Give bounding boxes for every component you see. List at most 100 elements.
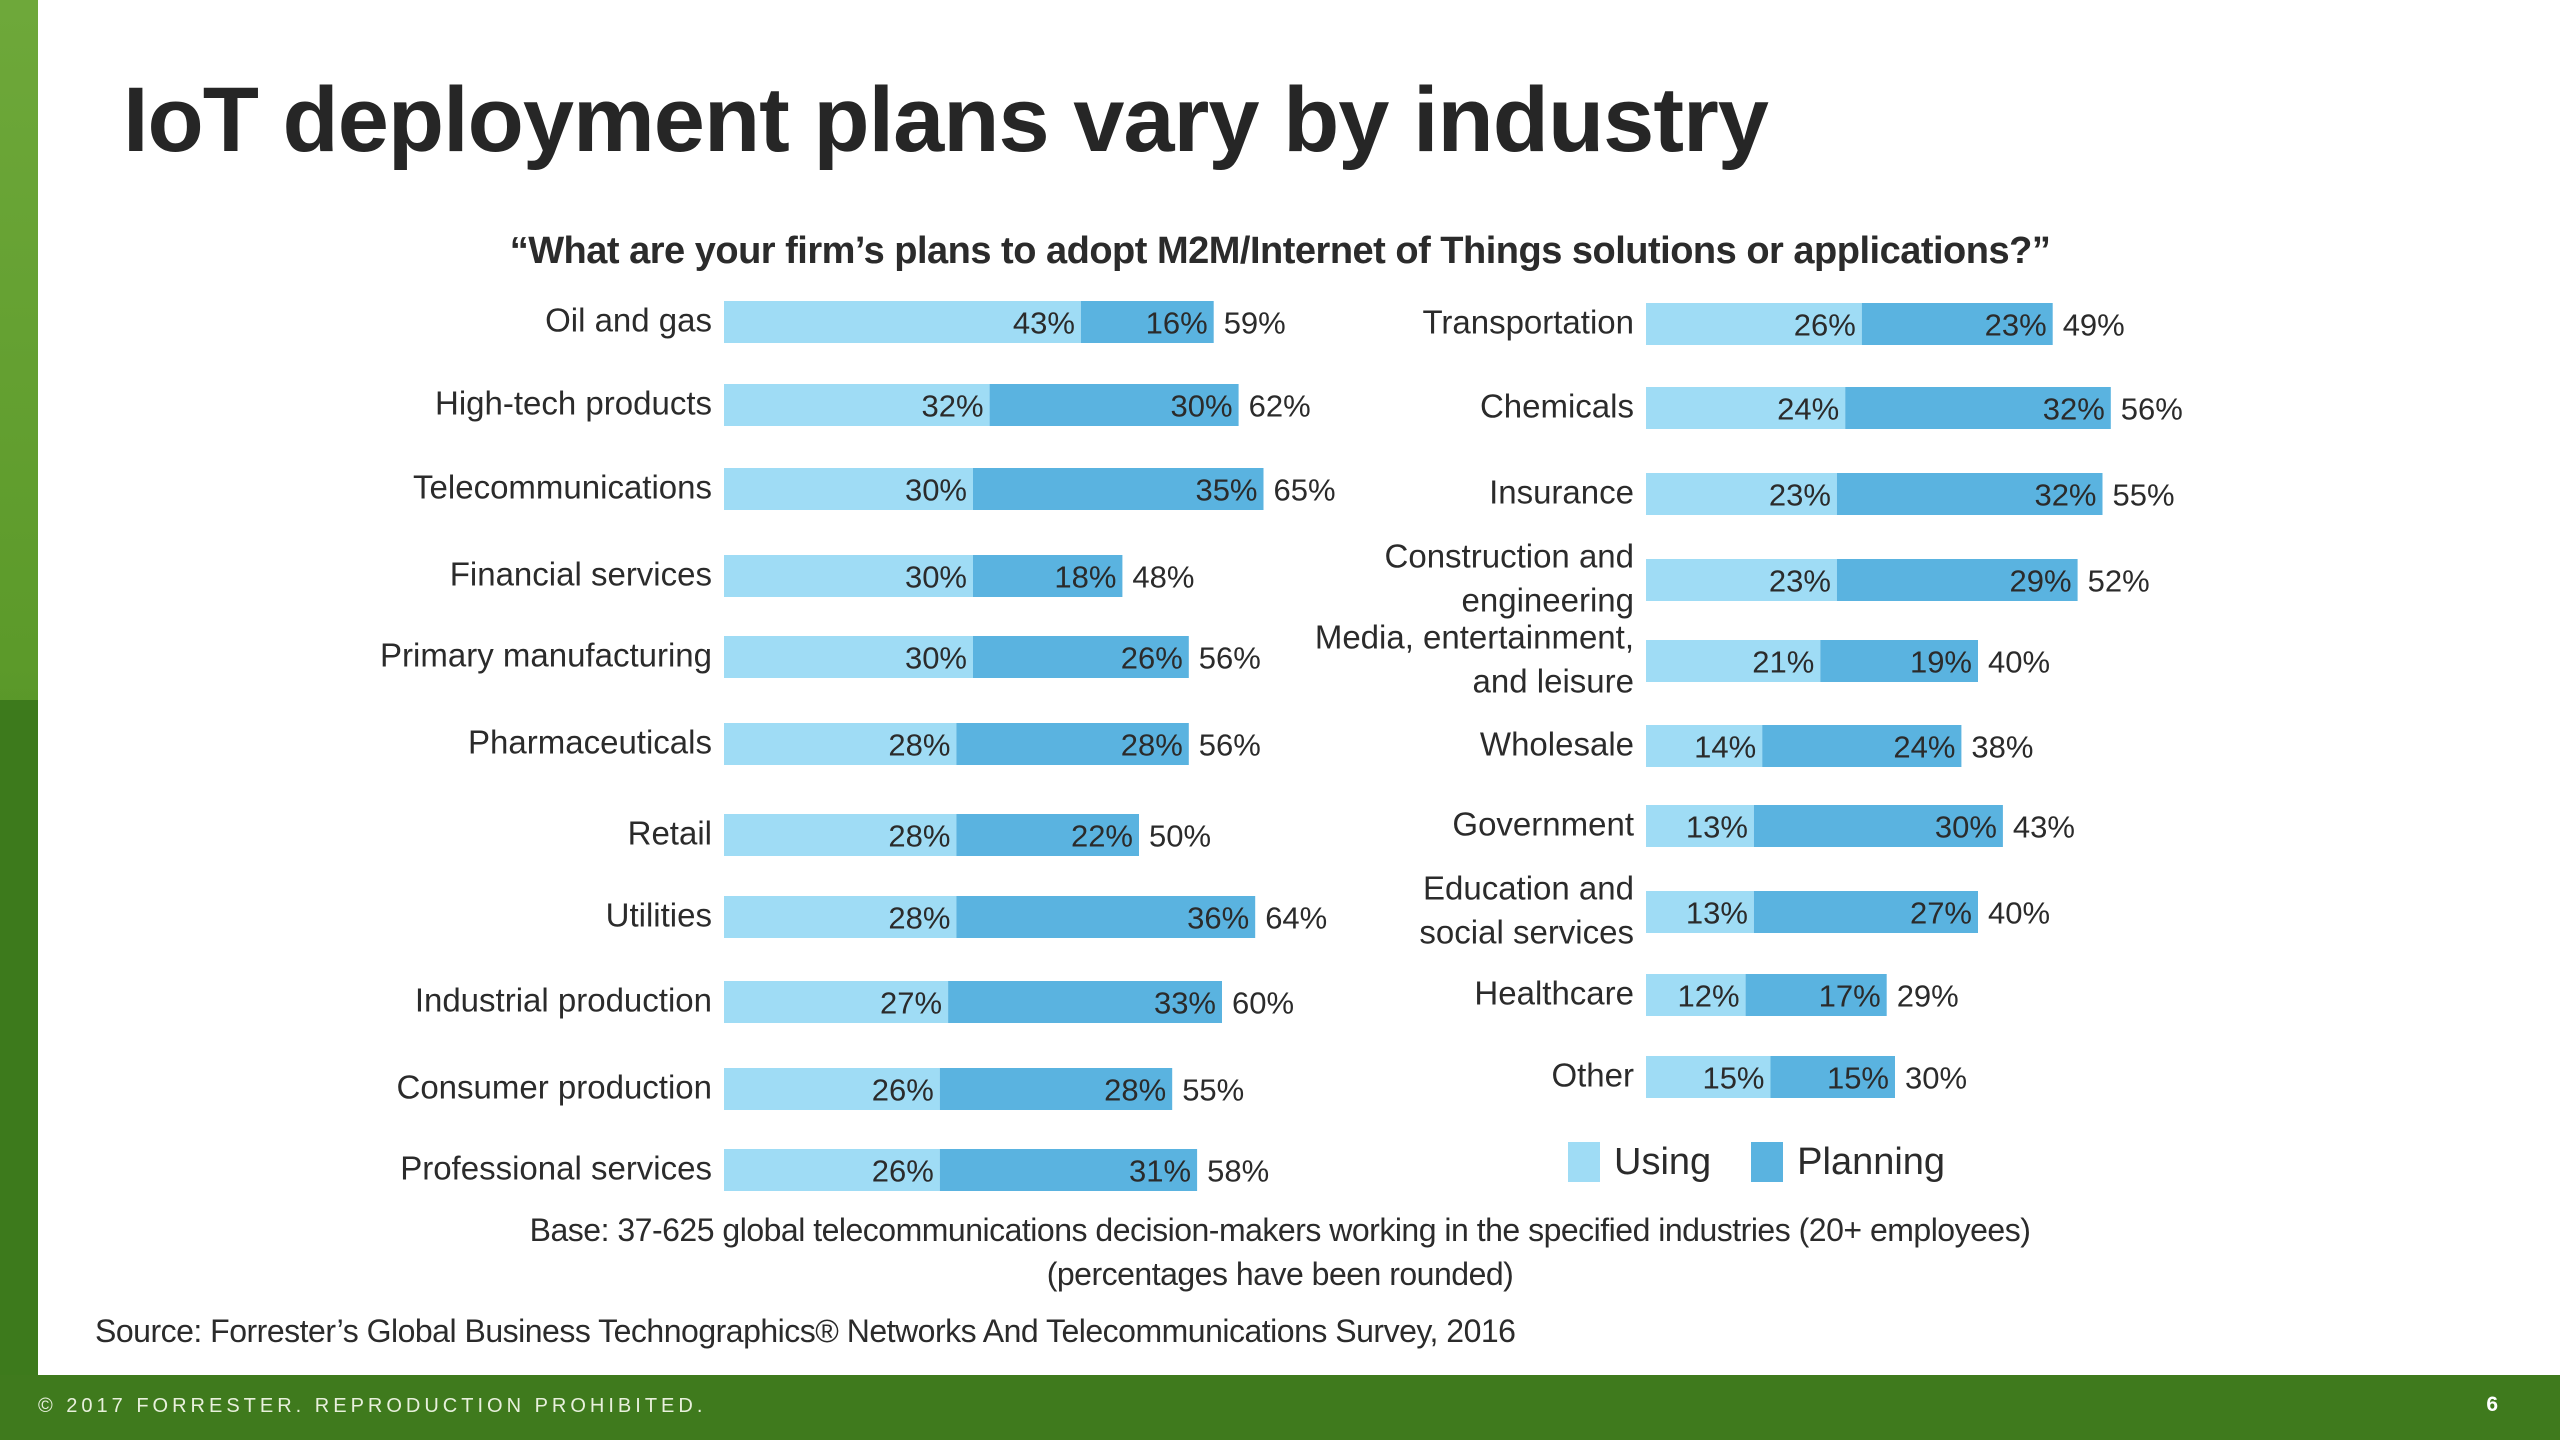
value-label-using: 26% <box>1794 308 1856 343</box>
bar-using <box>724 814 957 856</box>
category-label: Utilities <box>606 897 712 934</box>
value-label-using: 32% <box>922 389 984 424</box>
slide-title: IoT deployment plans vary by industry <box>123 69 1769 171</box>
category-label: High-tech products <box>435 385 712 422</box>
category-label: and leisure <box>1473 663 1634 700</box>
value-label-planning: 30% <box>1171 389 1233 424</box>
bar-planning <box>989 384 1239 426</box>
bar-planning <box>1845 387 2111 429</box>
value-label-using: 23% <box>1769 564 1831 599</box>
value-label-planning: 22% <box>1071 819 1133 854</box>
value-label-planning: 26% <box>1121 641 1183 676</box>
category-label: Other <box>1551 1057 1634 1094</box>
base-note-line-2: (percentages have been rounded) <box>1046 1256 1514 1292</box>
category-label: Professional services <box>400 1150 712 1187</box>
value-label-using: 43% <box>1013 306 1075 341</box>
value-label-total: 60% <box>1232 986 1294 1021</box>
bar-using <box>724 301 1081 343</box>
bar-using <box>724 723 957 765</box>
category-label: Pharmaceuticals <box>468 724 712 761</box>
value-label-total: 43% <box>2013 810 2075 845</box>
bar-planning <box>1836 473 2103 515</box>
bar-planning <box>1820 640 1978 682</box>
value-label-using: 27% <box>880 986 942 1021</box>
value-label-total: 56% <box>1199 728 1261 763</box>
value-label-using: 28% <box>888 819 950 854</box>
value-label-using: 13% <box>1686 810 1748 845</box>
bar-planning <box>1753 805 2003 847</box>
legend-swatch-planning <box>1751 1142 1784 1182</box>
value-label-using: 12% <box>1678 979 1740 1014</box>
chart-legend: Using Planning <box>1568 1140 1985 1184</box>
value-label-using: 30% <box>905 473 967 508</box>
bar-planning <box>1745 974 1887 1016</box>
value-label-total: 30% <box>1905 1061 1967 1096</box>
bar-using <box>1646 473 1837 515</box>
bar-planning <box>948 981 1222 1023</box>
bar-planning <box>1770 1056 1895 1098</box>
category-label: Retail <box>628 815 712 852</box>
value-label-planning: 32% <box>2043 392 2105 427</box>
bar-using <box>1646 640 1821 682</box>
value-label-total: 62% <box>1249 389 1311 424</box>
category-label: Industrial production <box>415 982 712 1019</box>
bar-planning <box>939 1149 1198 1191</box>
value-label-planning: 27% <box>1910 896 1972 931</box>
category-label: Financial services <box>450 556 712 593</box>
bar-planning <box>1861 303 2053 345</box>
survey-question: “What are your firm’s plans to adopt M2M… <box>509 230 2051 272</box>
bar-using <box>724 384 990 426</box>
bar-using <box>724 981 949 1023</box>
value-label-planning: 28% <box>1121 728 1183 763</box>
value-label-total: 40% <box>1988 896 2050 931</box>
value-label-planning: 33% <box>1154 986 1216 1021</box>
bar-using <box>1646 725 1763 767</box>
legend-item-using: Using <box>1568 1141 1711 1184</box>
category-label: Healthcare <box>1474 975 1634 1012</box>
bar-planning <box>956 723 1189 765</box>
value-label-using: 13% <box>1686 896 1748 931</box>
value-label-using: 30% <box>905 641 967 676</box>
bar-planning <box>1753 891 1978 933</box>
value-label-total: 65% <box>1274 473 1336 508</box>
value-label-planning: 35% <box>1195 473 1257 508</box>
page-number: 6 <box>2486 1393 2498 1416</box>
base-note-line-1: Base: 37-625 global telecommunications d… <box>529 1212 2031 1248</box>
category-label: Government <box>1452 806 1634 843</box>
value-label-total: 55% <box>1182 1073 1244 1108</box>
bar-using <box>1646 387 1846 429</box>
value-label-total: 56% <box>2121 392 2183 427</box>
value-label-total: 59% <box>1224 306 1286 341</box>
value-label-planning: 32% <box>2034 478 2096 513</box>
category-label: Telecommunications <box>413 469 712 506</box>
bar-using <box>1646 805 1754 847</box>
value-label-total: 40% <box>1988 645 2050 680</box>
copyright-notice: © 2017 FORRESTER. REPRODUCTION PROHIBITE… <box>38 1395 707 1417</box>
bar-planning <box>1762 725 1962 767</box>
value-label-total: 56% <box>1199 641 1261 676</box>
left-accent-shadow <box>0 700 38 1375</box>
value-label-using: 26% <box>872 1154 934 1189</box>
bar-planning <box>1836 559 2078 601</box>
legend-swatch-using <box>1568 1142 1600 1182</box>
value-label-planning: 30% <box>1935 810 1997 845</box>
bar-using <box>724 468 973 510</box>
category-label: Primary manufacturing <box>380 637 712 674</box>
bar-planning <box>973 636 1189 678</box>
bar-using <box>724 636 973 678</box>
value-label-using: 15% <box>1702 1061 1764 1096</box>
value-label-using: 26% <box>872 1073 934 1108</box>
category-label: Consumer production <box>397 1069 713 1106</box>
value-label-using: 23% <box>1769 478 1831 513</box>
value-label-using: 28% <box>888 901 950 936</box>
value-label-total: 50% <box>1149 819 1211 854</box>
legend-label-planning: Planning <box>1797 1140 1946 1183</box>
category-label: Construction and <box>1385 538 1634 575</box>
category-label: Wholesale <box>1480 726 1634 763</box>
value-label-planning: 31% <box>1129 1154 1191 1189</box>
value-label-using: 21% <box>1752 645 1814 680</box>
value-label-planning: 36% <box>1187 901 1249 936</box>
value-label-total: 64% <box>1265 901 1327 936</box>
value-label-total: 55% <box>2113 478 2175 513</box>
bar-using <box>724 896 957 938</box>
